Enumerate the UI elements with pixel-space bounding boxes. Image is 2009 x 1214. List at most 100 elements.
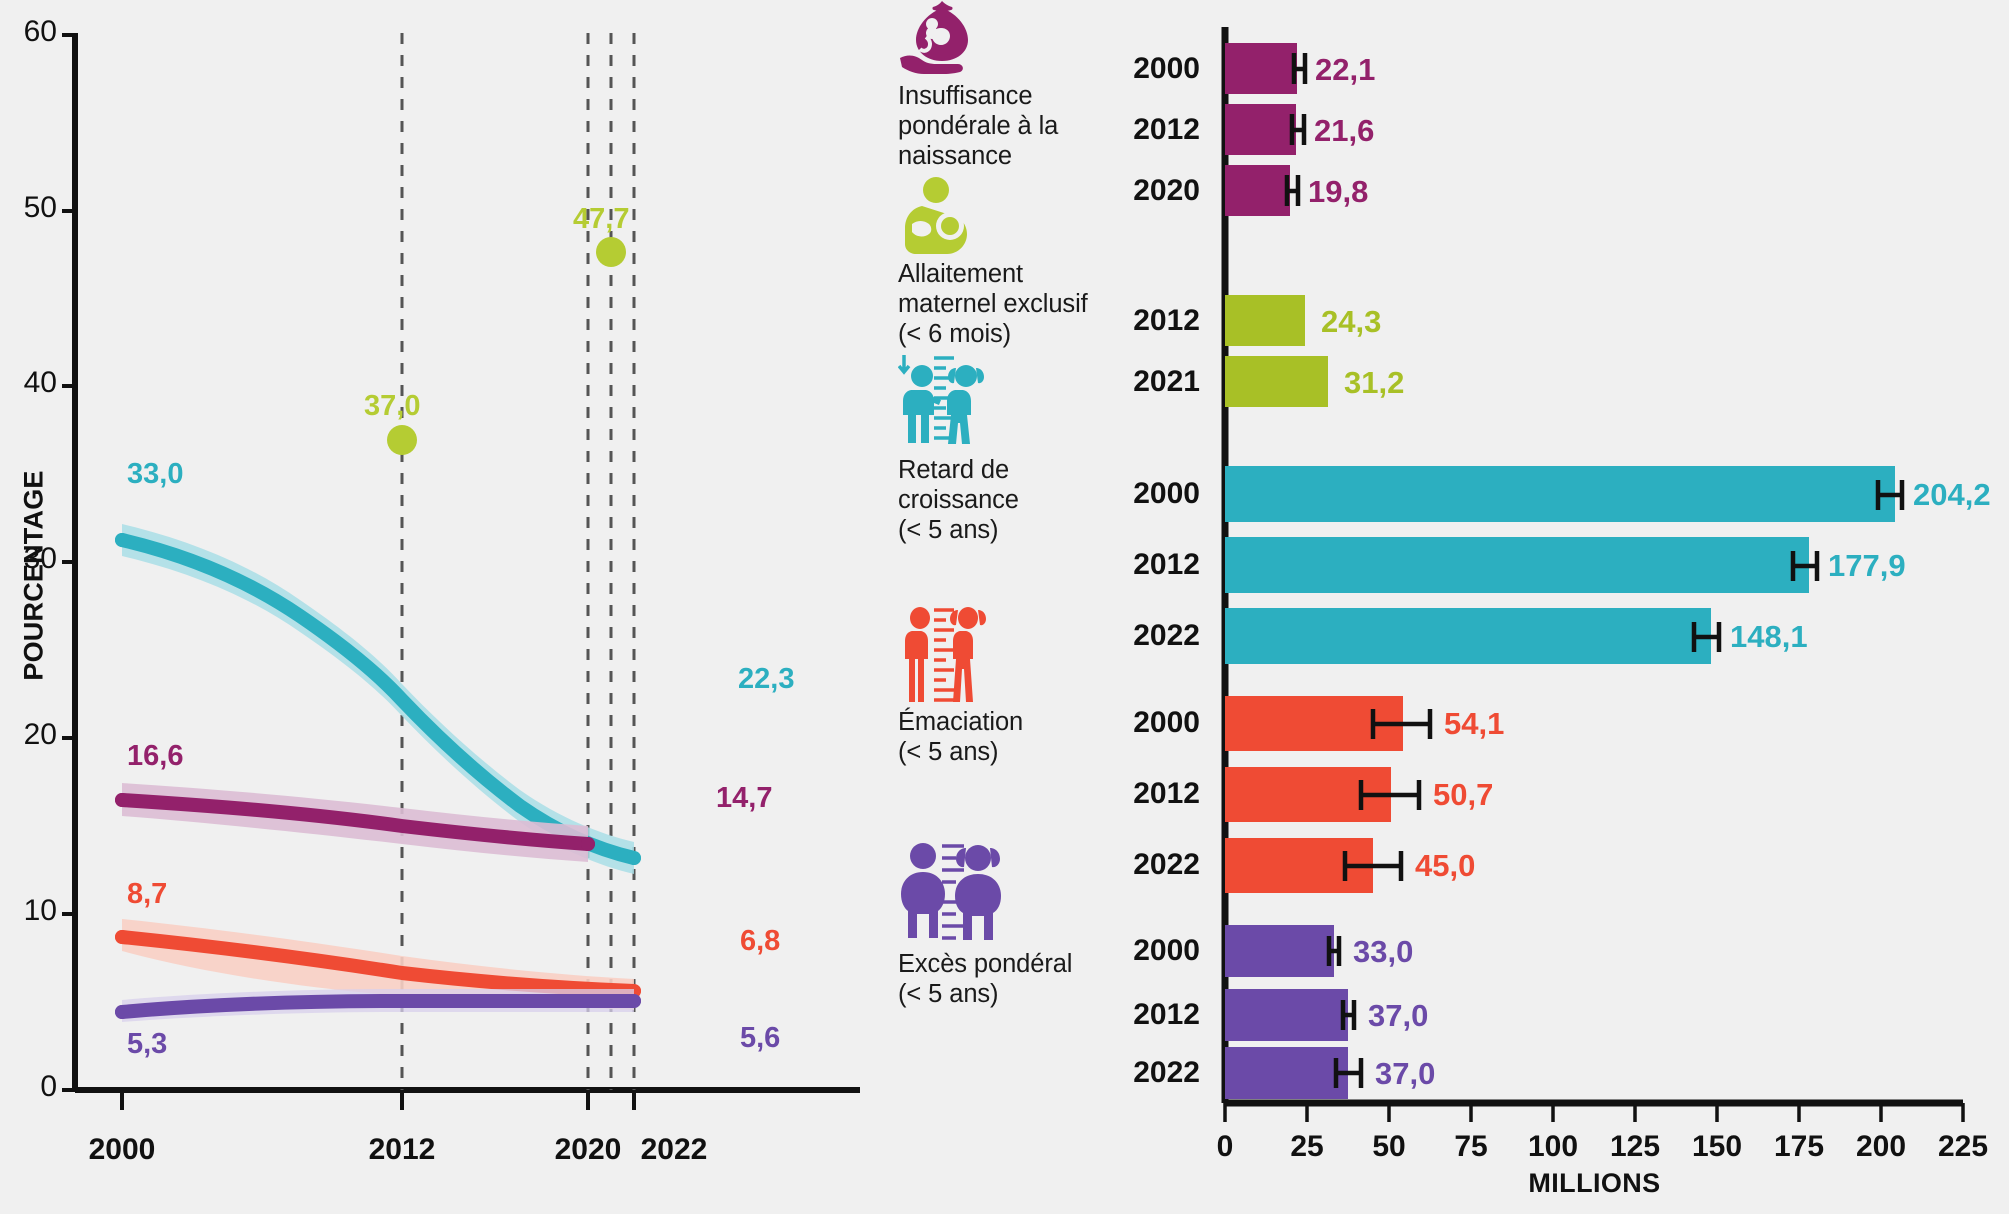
line-y-ticks <box>62 33 75 1092</box>
legend-item-stunting[interactable]: Retard de croissance (< 5 ans) <box>898 352 1158 545</box>
bar-value-stunting-2012: 177,9 <box>1828 548 1906 583</box>
stunting-start-dot <box>115 533 129 547</box>
bar-year-overweight-2022: 2022 <box>1133 1056 1200 1089</box>
y-tick-10: 10 <box>23 894 57 927</box>
bar-value-wasting-2000: 54,1 <box>1444 706 1505 741</box>
bar-x-tick-150: 150 <box>1691 1130 1743 1163</box>
bar-lbw-2012 <box>1225 104 1296 155</box>
bar-x-ticks <box>1223 1103 1965 1122</box>
y-tick-40: 40 <box>23 366 57 399</box>
lbw-start-dot <box>115 793 129 807</box>
legend-line-2: croissance <box>898 485 1019 514</box>
legend-line-3: naissance <box>898 141 1012 170</box>
legend-line-3: (< 5 ans) <box>898 515 999 544</box>
legend-label-stunting: Retard de croissance (< 5 ans) <box>898 456 1158 545</box>
x-tick-2000: 2000 <box>88 1133 156 1166</box>
bar-value-stunting-2022: 148,1 <box>1730 619 1808 654</box>
lbw-end-dot <box>581 837 595 851</box>
bar-year-overweight-2000: 2000 <box>1133 934 1200 967</box>
errorbars-wasting <box>1342 709 1433 881</box>
bar-overweight-2000 <box>1225 925 1334 977</box>
legend-line-2: maternel exclusif <box>898 289 1088 318</box>
bar-value-overweight-2022: 37,0 <box>1375 1056 1436 1091</box>
errorbars-stunting <box>1691 480 1905 652</box>
legend-line-1: Retard de <box>898 456 1010 484</box>
bar-year-lbw-2000: 2000 <box>1133 52 1200 85</box>
bar-x-tick-25: 25 <box>1290 1130 1324 1163</box>
y-tick-20: 20 <box>23 718 57 751</box>
x-tick-2020: 2020 <box>554 1133 622 1166</box>
bar-x-tick-75: 75 <box>1454 1130 1488 1163</box>
legend-label-wasting: Émaciation (< 5 ans) <box>898 708 1158 768</box>
bar-year-wasting-2022: 2022 <box>1133 848 1200 881</box>
bar-x-tick-200: 200 <box>1855 1130 1907 1163</box>
overweight-end-label: 5,6 <box>740 1022 781 1054</box>
legend-item-low-birth-weight[interactable]: Insuffisance pondérale à la naissance <box>898 0 1158 171</box>
short-children-ruler-icon <box>898 355 984 444</box>
bar-x-axis-title: MILLIONS <box>1528 1168 1661 1198</box>
bar-year-overweight-2012: 2012 <box>1133 998 1200 1031</box>
legend-item-wasting[interactable]: Émaciation (< 5 ans) <box>898 604 1158 768</box>
legend-item-overweight[interactable]: Excès pondéral (< 5 ans) <box>898 840 1158 1010</box>
legend-line-2: (< 5 ans) <box>898 979 999 1008</box>
bar-chart-svg <box>1221 27 1965 1122</box>
bar-breastfeeding-2012 <box>1225 295 1305 346</box>
bar-year-breastfeeding-2012: 2012 <box>1133 304 1200 337</box>
legend-label-overweight: Excès pondéral (< 5 ans) <box>898 950 1158 1010</box>
x-tick-2012: 2012 <box>368 1133 436 1166</box>
legend-label-breastfeeding: Allaitement maternel exclusif (< 6 mois) <box>898 260 1158 349</box>
bar-value-wasting-2022: 45,0 <box>1415 848 1476 883</box>
legend-panel: Insuffisance pondérale à la naissance Al… <box>880 0 1180 1214</box>
bar-lbw-2020 <box>1225 165 1290 216</box>
bar-value-lbw-2000: 22,1 <box>1315 52 1376 87</box>
legend-line-3: (< 6 mois) <box>898 319 1012 348</box>
x-tick-2022: 2022 <box>640 1133 708 1166</box>
breastfeeding-2021-label: 47,7 <box>573 203 630 235</box>
bar-year-stunting-2022: 2022 <box>1133 619 1200 652</box>
bar-stunting-2000 <box>1225 466 1895 522</box>
stunting-start-label: 33,0 <box>127 458 184 490</box>
overweight-end-dot <box>627 994 641 1008</box>
overweight-start-label: 5,3 <box>127 1028 168 1060</box>
lbw-end-label: 14,7 <box>716 782 773 814</box>
bar-value-breastfeeding-2012: 24,3 <box>1321 304 1382 339</box>
bar-value-overweight-2012: 37,0 <box>1368 998 1429 1033</box>
wasting-start-label: 8,7 <box>127 878 168 910</box>
legend-line-2: pondérale à la <box>898 111 1059 140</box>
bar-x-tick-175: 175 <box>1773 1130 1825 1163</box>
bar-lbw-2000 <box>1225 43 1297 94</box>
y-tick-60: 60 <box>23 15 57 48</box>
bar-value-lbw-2012: 21,6 <box>1314 113 1375 148</box>
legend-item-breastfeeding[interactable]: Allaitement maternel exclusif (< 6 mois) <box>898 176 1158 349</box>
legend-line-1: Émaciation <box>898 708 1024 736</box>
line-x-ticks <box>120 1090 636 1110</box>
y-tick-50: 50 <box>23 191 57 224</box>
legend-line-2: (< 5 ans) <box>898 737 999 766</box>
breastfeeding-mother-icon <box>905 177 967 254</box>
overweight-children-ruler-icon <box>901 843 1001 940</box>
bar-x-tick-0: 0 <box>1216 1130 1234 1163</box>
infant-in-hand-icon <box>900 1 968 74</box>
bar-overweight-2012 <box>1225 989 1348 1041</box>
bar-x-tick-50: 50 <box>1372 1130 1406 1163</box>
bar-chart-panel: 2000 2012 2020 2012 2021 2000 2012 2022 … <box>1133 0 2009 1214</box>
bar-year-lbw-2012: 2012 <box>1133 113 1200 146</box>
bar-breastfeeding-2021 <box>1225 356 1328 407</box>
bar-value-wasting-2012: 50,7 <box>1433 777 1494 812</box>
bar-stunting-2012 <box>1225 537 1809 593</box>
breastfeeding-point-2021 <box>596 237 626 267</box>
lbw-line <box>115 793 595 851</box>
bar-x-tick-225: 225 <box>1937 1130 1989 1163</box>
bar-stunting-2022 <box>1225 608 1711 664</box>
thin-children-ruler-icon <box>905 607 986 702</box>
bar-value-overweight-2000: 33,0 <box>1353 934 1414 969</box>
bar-year-stunting-2012: 2012 <box>1133 548 1200 581</box>
overweight-start-dot <box>115 1005 129 1019</box>
breastfeeding-2012-label: 37,0 <box>364 390 421 422</box>
bar-year-wasting-2012: 2012 <box>1133 777 1200 810</box>
legend-line-1: Allaitement <box>898 260 1024 288</box>
stunting-end-label: 22,3 <box>738 663 795 695</box>
wasting-line <box>115 930 641 998</box>
overweight-line <box>115 994 641 1019</box>
